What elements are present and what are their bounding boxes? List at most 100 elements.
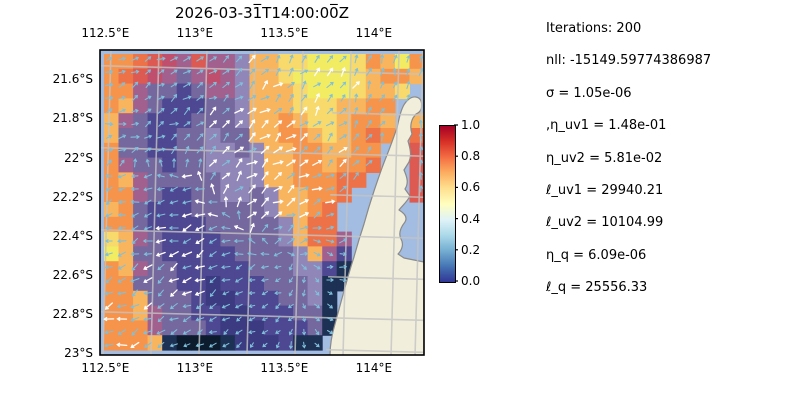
quiver-arrows <box>103 53 424 350</box>
quiver-arrow <box>275 341 280 349</box>
quiver-arrow <box>130 304 140 309</box>
quiver-arrow <box>261 223 269 232</box>
quiver-arrow <box>288 224 294 232</box>
quiver-arrow <box>194 187 205 192</box>
quiver-arrow <box>223 183 230 194</box>
quiver-arrow <box>366 54 372 64</box>
quiver-arrow <box>366 106 372 116</box>
stat-line: ℓ_q = 25556.33 <box>546 280 648 296</box>
quiver-arrow <box>195 343 205 348</box>
quiver-arrow <box>156 134 166 139</box>
quiver-arrow <box>143 277 153 284</box>
quiver-arrow <box>104 82 114 87</box>
quiver-arrow <box>182 238 192 244</box>
quiver-arrow <box>130 252 140 257</box>
quiver-arrow <box>221 160 231 166</box>
quiver-arrow <box>143 252 153 257</box>
x-tick-bottom: 113°E <box>176 361 214 375</box>
quiver-arrow <box>273 251 283 257</box>
quiver-arrow <box>326 81 334 89</box>
quiver-arrow <box>132 94 139 102</box>
quiver-arrow <box>210 183 216 195</box>
x-tick-bottom: 113.5°E <box>260 361 309 375</box>
quiver-arrow <box>286 212 296 217</box>
quiver-arrow <box>314 328 320 336</box>
quiver-arrow <box>274 265 282 270</box>
quiver-arrow <box>130 212 139 218</box>
quiver-arrow <box>183 133 191 141</box>
quiver-arrow <box>352 160 360 166</box>
quiver-arrow <box>157 82 166 87</box>
quiver-arrow <box>144 134 153 139</box>
quiver-arrow <box>143 226 152 231</box>
quiver-arrow <box>326 107 334 115</box>
quiver-arrow <box>300 132 308 141</box>
quiver-arrow <box>272 199 284 204</box>
quiver-arrow <box>247 251 257 256</box>
quiver-arrow <box>246 172 258 179</box>
quiver-arrow <box>184 145 190 154</box>
quiver-arrow <box>196 250 204 259</box>
quiver-arrow <box>196 133 204 141</box>
quiver-arrow <box>131 81 139 89</box>
quiver-arrow <box>104 265 113 270</box>
quiver-arrow <box>299 186 309 191</box>
quiver-arrow <box>208 225 218 231</box>
quiver-arrow <box>104 69 114 74</box>
quiver-arrow <box>235 329 243 335</box>
stat-line: σ = 1.05e-06 <box>546 85 632 101</box>
quiver-arrow <box>326 55 334 63</box>
quiver-arrow <box>144 147 152 153</box>
quiver-arrow <box>156 213 166 218</box>
quiver-arrow <box>248 304 256 309</box>
quiver-arrow <box>326 317 334 322</box>
quiver-arrow <box>170 262 178 272</box>
quiver-arrow <box>233 225 244 231</box>
quiver-arrow <box>339 107 347 115</box>
quiver-arrow <box>288 289 294 297</box>
quiver-arrow <box>248 119 256 129</box>
quiver-arrow <box>339 55 347 63</box>
quiver-arrow <box>116 304 127 309</box>
quiver-arrow <box>275 93 281 103</box>
quiver-arrow <box>196 121 205 127</box>
quiver-arrow <box>287 303 294 309</box>
quiver-arrow <box>143 317 153 322</box>
quiver-arrow <box>144 56 152 62</box>
quiver-arrow <box>209 133 217 141</box>
y-tick-left: 23°S <box>64 346 93 361</box>
quiver-arrow <box>287 81 295 89</box>
quiver-arrow <box>157 199 165 205</box>
quiver-arrow <box>352 81 360 89</box>
quiver-arrow <box>183 82 192 88</box>
quiver-arrow <box>406 94 411 102</box>
quiver-arrow <box>273 146 284 154</box>
quiver-arrow <box>338 121 348 127</box>
quiver-arrow <box>145 158 150 168</box>
quiver-arrow <box>288 341 293 350</box>
quiver-arrow <box>275 330 281 334</box>
quiver-arrow <box>197 170 203 181</box>
quiver-arrow <box>158 158 163 167</box>
quiver-arrow <box>131 56 140 62</box>
quiver-arrow <box>143 187 153 192</box>
quiver-arrow <box>118 69 126 74</box>
quiver-arrow <box>103 316 115 322</box>
quiver-arrow <box>418 132 423 141</box>
x-tick-top: 113°E <box>176 26 214 40</box>
quiver-arrow <box>339 264 348 269</box>
colorbar-tick-label: 0.6 <box>461 180 481 195</box>
quiver-arrow <box>288 263 293 271</box>
quiver-arrow <box>261 119 269 129</box>
quiver-arrow <box>340 66 346 77</box>
quiver-arrow <box>223 94 229 102</box>
quiver-arrow <box>207 212 219 217</box>
quiver-arrow <box>299 121 309 127</box>
quiver-arrow <box>236 196 242 208</box>
quiver-arrow <box>248 264 256 270</box>
quiver-arrow <box>222 81 230 89</box>
quiver-arrow <box>301 289 306 297</box>
quiver-arrow <box>419 185 424 193</box>
quiver-arrow <box>222 107 230 115</box>
quiver-arrow <box>197 81 204 89</box>
